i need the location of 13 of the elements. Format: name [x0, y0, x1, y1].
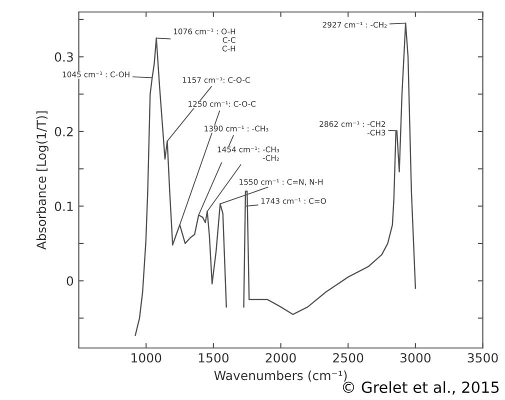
y-tick-label: 0.3: [54, 52, 73, 62]
x-tick-label: 2000: [266, 353, 296, 363]
x-tick-label: 2500: [333, 353, 364, 363]
x-tick-label: 3000: [400, 353, 431, 363]
y-tick-label: 0: [66, 276, 74, 286]
x-tick-label: 3500: [468, 353, 498, 363]
y-axis-title: Absorbance [Log(1/T)]: [36, 111, 48, 250]
y-tick-label: 0.2: [54, 126, 73, 136]
text: © Grelet et al., 2015: [342, 381, 499, 395]
x-tick-label: 1500: [198, 353, 229, 363]
x-tick-label: 1000: [132, 353, 162, 363]
y-tick-label: 0.1: [54, 202, 73, 212]
x-axis-title: Wavenumbers (cm⁻¹): [214, 370, 347, 382]
